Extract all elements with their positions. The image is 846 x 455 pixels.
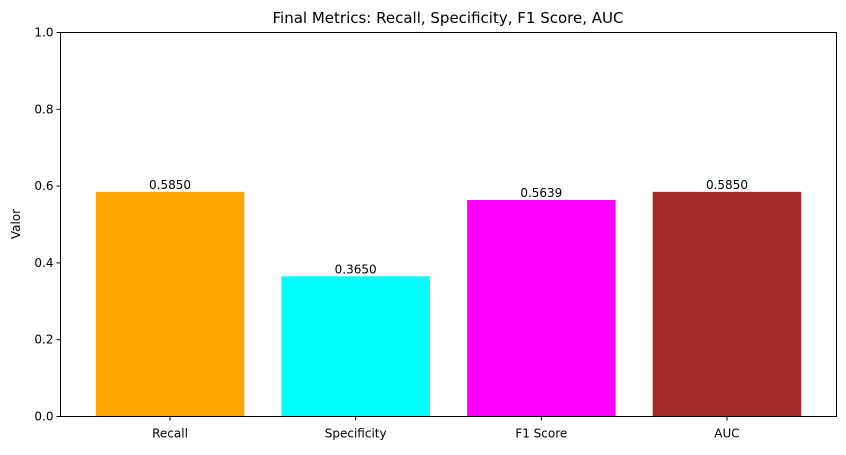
y-tick-label: 0.2 <box>34 333 53 347</box>
y-tick-label: 0.4 <box>34 256 53 270</box>
y-tick-label: 0.6 <box>34 179 53 193</box>
x-tick-label-recall: Recall <box>152 427 188 441</box>
x-axis-ticks: Recall Specificity F1 Score AUC <box>152 416 740 441</box>
y-tick-label: 0.8 <box>34 102 53 116</box>
x-tick-label-auc: AUC <box>714 427 739 441</box>
y-axis-label: Valor <box>9 209 23 239</box>
y-tick-label: 1.0 <box>34 26 53 40</box>
bar-f1-score <box>467 199 616 417</box>
value-label-recall: 0.5850 <box>149 178 191 192</box>
bar-auc <box>652 191 802 417</box>
value-label-specificity: 0.3650 <box>335 262 377 276</box>
x-tick-label-specificity: Specificity <box>325 427 387 441</box>
bar-recall <box>95 191 245 417</box>
value-label-auc: 0.5850 <box>706 178 748 192</box>
x-tick-label-f1-score: F1 Score <box>515 427 567 441</box>
y-tick-label: 0.0 <box>34 410 53 424</box>
chart-title: Final Metrics: Recall, Specificity, F1 S… <box>273 9 624 27</box>
value-labels-layer: 0.5850 0.3650 0.5639 0.5850 <box>149 178 748 276</box>
bars-layer <box>95 191 802 417</box>
value-label-f1-score: 0.5639 <box>520 186 562 200</box>
bar-specificity <box>281 276 430 417</box>
y-axis-ticks: 0.0 0.2 0.4 0.6 0.8 1.0 <box>34 26 61 424</box>
plot-area-frame <box>60 32 837 417</box>
